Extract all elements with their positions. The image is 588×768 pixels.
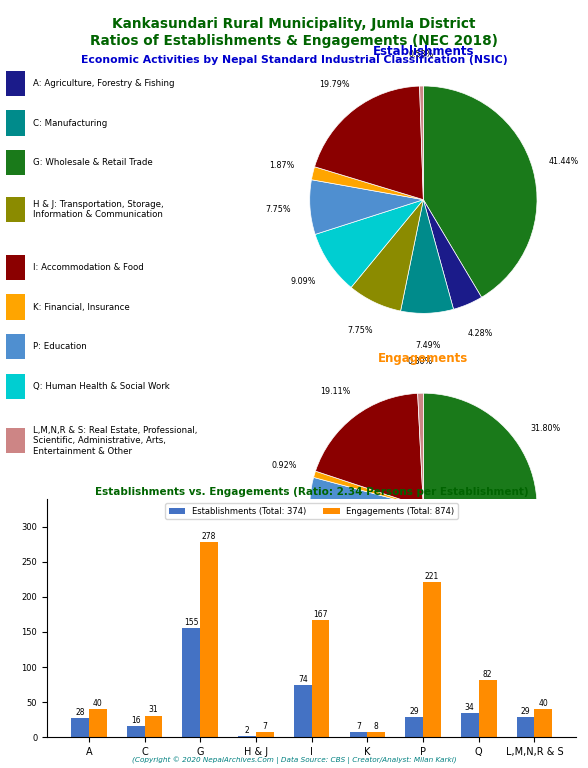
Text: Kankasundari Rural Municipality, Jumla District
Ratios of Establishments & Engag: Kankasundari Rural Municipality, Jumla D… xyxy=(90,17,498,48)
Text: 2: 2 xyxy=(245,726,249,735)
Wedge shape xyxy=(310,180,423,234)
Text: 19.79%: 19.79% xyxy=(319,80,350,89)
FancyBboxPatch shape xyxy=(6,428,25,453)
Wedge shape xyxy=(312,167,423,200)
FancyBboxPatch shape xyxy=(6,334,25,359)
Bar xyxy=(516,717,534,737)
Bar xyxy=(405,717,423,737)
Wedge shape xyxy=(315,86,423,200)
Bar xyxy=(423,582,441,737)
Wedge shape xyxy=(400,200,453,313)
Bar xyxy=(294,685,312,737)
Bar xyxy=(89,709,107,737)
Bar xyxy=(201,542,218,737)
Wedge shape xyxy=(417,393,423,507)
Text: 0.92%: 0.92% xyxy=(271,461,297,469)
Title: Engagements: Engagements xyxy=(378,352,469,365)
Text: 31: 31 xyxy=(149,706,158,714)
Bar xyxy=(145,716,162,737)
Title: Establishments vs. Engagements (Ratio: 2.34 Persons per Establishment): Establishments vs. Engagements (Ratio: 2… xyxy=(95,487,529,497)
Bar xyxy=(368,732,385,737)
Bar xyxy=(479,680,496,737)
Wedge shape xyxy=(423,507,490,614)
Wedge shape xyxy=(316,393,423,507)
Text: 9.38%: 9.38% xyxy=(418,647,443,657)
Text: 25.28%: 25.28% xyxy=(283,576,313,585)
Bar xyxy=(349,733,368,737)
Text: 41.44%: 41.44% xyxy=(549,157,579,166)
Text: 278: 278 xyxy=(202,532,216,541)
Text: (Copyright © 2020 NepalArchives.Com | Data Source: CBS | Creator/Analyst: Milan : (Copyright © 2020 NepalArchives.Com | Da… xyxy=(132,756,456,764)
Text: 9.09%: 9.09% xyxy=(290,277,316,286)
Text: 0.80%: 0.80% xyxy=(407,357,432,366)
Text: 82: 82 xyxy=(483,670,492,679)
Text: Economic Activities by Nepal Standard Industrial Classification (NSIC): Economic Activities by Nepal Standard In… xyxy=(81,55,507,65)
Wedge shape xyxy=(313,471,423,507)
Text: L,M,N,R & S: Real Estate, Professional,
Scientific, Administrative, Arts,
Entert: L,M,N,R & S: Real Estate, Professional, … xyxy=(33,425,198,455)
Text: 7.49%: 7.49% xyxy=(416,340,441,349)
Text: 8: 8 xyxy=(374,722,379,730)
Bar xyxy=(312,620,329,737)
Text: 40: 40 xyxy=(539,699,548,708)
Text: 0.53%: 0.53% xyxy=(408,50,433,58)
Text: 4.58%: 4.58% xyxy=(513,606,538,615)
FancyBboxPatch shape xyxy=(6,111,25,136)
Wedge shape xyxy=(423,507,514,598)
Wedge shape xyxy=(310,478,423,617)
Text: 7: 7 xyxy=(262,723,268,731)
FancyBboxPatch shape xyxy=(6,150,25,175)
Text: 4.58%: 4.58% xyxy=(479,631,505,640)
Text: 16: 16 xyxy=(131,716,141,725)
Wedge shape xyxy=(420,86,423,200)
Text: 7.75%: 7.75% xyxy=(348,326,373,336)
Bar xyxy=(238,736,256,737)
FancyBboxPatch shape xyxy=(6,71,25,96)
Wedge shape xyxy=(423,507,527,576)
Wedge shape xyxy=(423,86,537,297)
FancyBboxPatch shape xyxy=(6,255,25,280)
Bar xyxy=(256,733,274,737)
Wedge shape xyxy=(396,507,462,621)
Text: 34: 34 xyxy=(465,703,475,713)
Text: Q: Human Health & Social Work: Q: Human Health & Social Work xyxy=(33,382,170,391)
Wedge shape xyxy=(423,393,537,554)
Text: 4.28%: 4.28% xyxy=(467,329,493,338)
Bar xyxy=(127,726,145,737)
Text: 167: 167 xyxy=(313,610,328,619)
Text: 221: 221 xyxy=(425,572,439,581)
Bar xyxy=(461,713,479,737)
Text: 155: 155 xyxy=(184,618,199,627)
Bar xyxy=(534,709,552,737)
Text: 7.75%: 7.75% xyxy=(265,205,291,214)
Wedge shape xyxy=(423,200,482,310)
FancyBboxPatch shape xyxy=(6,294,25,319)
Text: C: Manufacturing: C: Manufacturing xyxy=(33,118,107,127)
Text: 19.11%: 19.11% xyxy=(320,386,350,396)
Text: 40: 40 xyxy=(93,699,103,708)
Text: I: Accommodation & Food: I: Accommodation & Food xyxy=(33,263,143,272)
Text: 1.87%: 1.87% xyxy=(269,161,295,170)
FancyBboxPatch shape xyxy=(6,374,25,399)
Text: A: Agriculture, Forestry & Fishing: A: Agriculture, Forestry & Fishing xyxy=(33,79,175,88)
Text: P: Education: P: Education xyxy=(33,343,86,351)
Legend: Establishments (Total: 374), Engagements (Total: 874): Establishments (Total: 374), Engagements… xyxy=(165,503,458,519)
Text: 3.55%: 3.55% xyxy=(536,577,561,586)
Text: K: Financial, Insurance: K: Financial, Insurance xyxy=(33,303,130,312)
Wedge shape xyxy=(315,200,423,287)
Text: 29: 29 xyxy=(409,707,419,716)
Text: G: Wholesale & Retail Trade: G: Wholesale & Retail Trade xyxy=(33,158,153,167)
FancyBboxPatch shape xyxy=(6,197,25,222)
Text: 31.80%: 31.80% xyxy=(530,424,561,432)
Text: 28: 28 xyxy=(75,707,85,717)
Text: 29: 29 xyxy=(520,707,530,716)
Bar xyxy=(182,628,201,737)
Text: 74: 74 xyxy=(298,675,308,684)
Title: Establishments: Establishments xyxy=(373,45,474,58)
Text: 7: 7 xyxy=(356,723,361,731)
Text: H & J: Transportation, Storage,
Information & Communication: H & J: Transportation, Storage, Informat… xyxy=(33,200,163,220)
Bar xyxy=(71,717,89,737)
Wedge shape xyxy=(351,200,423,311)
